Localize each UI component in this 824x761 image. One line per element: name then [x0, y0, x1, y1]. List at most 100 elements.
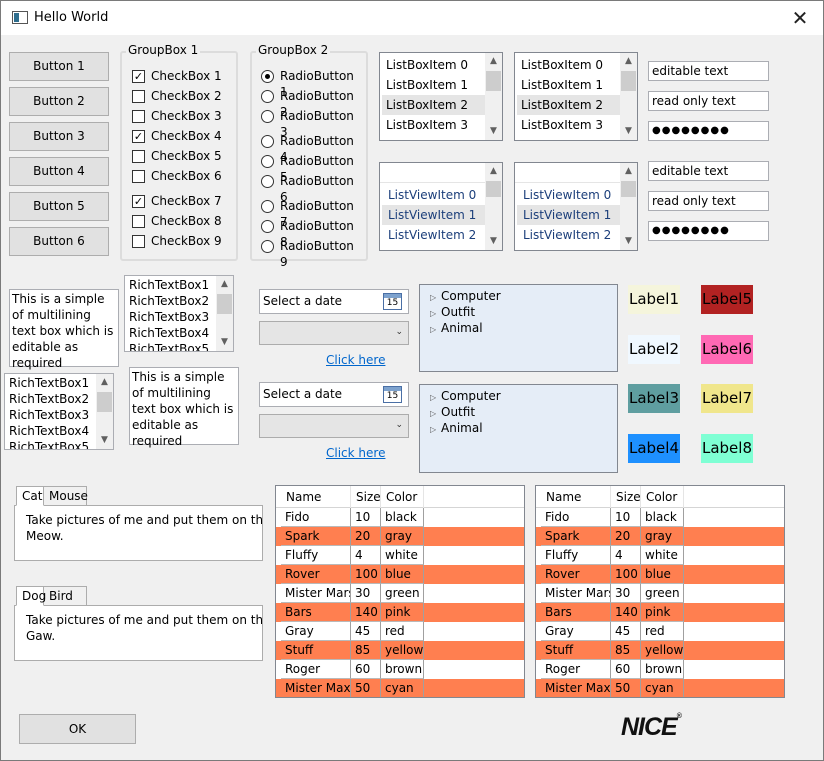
table-cell[interactable]: yellow [381, 641, 424, 660]
chevron-down-icon[interactable]: ⌄ [395, 420, 403, 430]
scroll-up-icon[interactable]: ▲ [490, 56, 497, 66]
chevron-down-icon[interactable]: ⌄ [395, 327, 403, 337]
table-cell[interactable]: red [641, 622, 684, 641]
expand-arrow-icon[interactable]: ▷ [430, 425, 437, 434]
radio-button-7[interactable]: RadioButton 7 [261, 198, 361, 229]
checkbox-box[interactable]: ✓ [132, 130, 145, 143]
table-cell[interactable]: 4 [351, 546, 381, 565]
table-cell[interactable]: 100 [351, 565, 381, 584]
data-grid-1[interactable]: Name Size Color Fido 10 black Spark 20 gray Fluff… [275, 485, 525, 698]
checkbox-box[interactable] [132, 90, 145, 103]
multiline-textbox-2[interactable]: This is a simple of multilining text box… [129, 367, 239, 448]
scroll-down-icon[interactable]: ▼ [101, 435, 108, 445]
listbox-1[interactable]: ListBoxItem 0 ListBoxItem 1 ListBoxItem 2 L… [379, 52, 503, 141]
table-row[interactable]: Mister Mars 30 green [536, 584, 784, 603]
expand-arrow-icon[interactable]: ▷ [430, 393, 437, 402]
table-cell[interactable]: cyan [641, 679, 684, 697]
table-row[interactable]: Fluffy 4 white [276, 546, 524, 565]
checkbox-box[interactable] [132, 235, 145, 248]
checkbox-7[interactable]: ✓ CheckBox 7 [132, 193, 232, 209]
table-cell[interactable]: blue [381, 565, 424, 584]
radio-circle[interactable] [261, 200, 274, 213]
radio-circle[interactable] [261, 175, 274, 188]
table-cell[interactable]: 60 [611, 660, 641, 679]
table-row[interactable]: Rover 100 blue [276, 565, 524, 584]
table-cell[interactable]: Mister Mars [541, 584, 611, 603]
table-cell[interactable]: 50 [611, 679, 641, 697]
button-1[interactable]: Button 1 [9, 52, 109, 81]
table-cell[interactable]: red [381, 622, 424, 641]
table-row[interactable]: Spark 20 gray [536, 527, 784, 546]
tab-bird[interactable]: Bird [43, 586, 87, 606]
calendar-icon[interactable]: 15 [383, 386, 402, 403]
table-cell[interactable]: Mister Max [281, 679, 351, 697]
table-row[interactable]: Bars 140 pink [276, 603, 524, 622]
table-cell[interactable]: gray [641, 527, 684, 546]
table-cell[interactable]: 60 [351, 660, 381, 679]
table-cell[interactable]: 10 [351, 508, 381, 527]
combo-box-1[interactable]: ⌄ [259, 321, 409, 345]
tree-item[interactable]: ▷ Animal [430, 420, 483, 436]
tree-item[interactable]: ▷ Animal [430, 320, 483, 336]
listview-1[interactable]: ListViewItem 0 ListViewItem 1 ListViewItem… [379, 162, 503, 251]
scroll-thumb[interactable] [486, 71, 501, 91]
listview-2[interactable]: ListViewItem 0 ListViewItem 1 ListViewItem… [514, 162, 638, 251]
scroll-thumb[interactable] [621, 181, 636, 197]
table-row[interactable]: Roger 60 brown [276, 660, 524, 679]
expand-arrow-icon[interactable]: ▷ [430, 409, 437, 418]
table-cell[interactable]: black [641, 508, 684, 527]
button-4[interactable]: Button 4 [9, 157, 109, 186]
list-item[interactable]: ListBoxItem 2 [382, 95, 485, 115]
button-5[interactable]: Button 5 [9, 192, 109, 221]
list-item[interactable]: ListBoxItem 2 [517, 95, 620, 115]
radio-circle[interactable] [261, 220, 274, 233]
password-box-2[interactable]: ●●●●●●●● [648, 221, 769, 241]
table-cell[interactable]: Fluffy [281, 546, 351, 565]
checkbox-box[interactable] [132, 170, 145, 183]
table-row[interactable]: Fido 10 black [536, 508, 784, 527]
close-icon[interactable]: ✕ [791, 6, 809, 30]
tree-item[interactable]: ▷ Computer [430, 388, 501, 404]
table-cell[interactable]: green [641, 584, 684, 603]
scroll-up-icon[interactable]: ▲ [625, 166, 632, 176]
column-header-size[interactable]: Size [351, 486, 381, 508]
checkbox-2[interactable]: CheckBox 2 [132, 88, 232, 104]
table-row[interactable]: Mister Max 50 cyan [536, 679, 784, 697]
checkbox-box[interactable]: ✓ [132, 70, 145, 83]
editable-textbox-1[interactable]: editable text [648, 61, 769, 81]
tree-item[interactable]: ▷ Computer [430, 288, 501, 304]
list-item[interactable]: ListBoxItem 0 [521, 58, 604, 72]
table-cell[interactable]: 20 [351, 527, 381, 546]
richtextbox-1[interactable]: RichTextBox1 RichTextBox2 RichTextBox3 Rich… [124, 275, 234, 352]
table-cell[interactable]: 30 [611, 584, 641, 603]
checkbox-box[interactable] [132, 150, 145, 163]
table-cell[interactable]: cyan [381, 679, 424, 697]
radio-button-1[interactable]: RadioButton 1 [261, 68, 361, 99]
scroll-thumb[interactable] [97, 392, 112, 412]
table-row[interactable]: Gray 45 red [536, 622, 784, 641]
readonly-textbox-2[interactable]: read only text [648, 191, 769, 211]
table-cell[interactable]: 85 [351, 641, 381, 660]
table-cell[interactable]: Gray [281, 622, 351, 641]
radio-button-2[interactable]: RadioButton 2 [261, 88, 361, 119]
table-cell[interactable]: green [381, 584, 424, 603]
scroll-down-icon[interactable]: ▼ [625, 126, 632, 136]
vertical-scrollbar[interactable]: ▲ ▼ [216, 276, 233, 351]
multiline-textbox-1[interactable]: This is a simple of multilining text box… [9, 289, 119, 370]
table-row[interactable]: Fido 10 black [276, 508, 524, 527]
vertical-scrollbar[interactable]: ▲ ▼ [485, 53, 502, 140]
table-cell[interactable]: white [641, 546, 684, 565]
checkbox-9[interactable]: CheckBox 9 [132, 233, 232, 249]
column-header-name[interactable]: Name [281, 486, 351, 508]
table-cell[interactable]: Rover [541, 565, 611, 584]
radio-circle[interactable] [261, 240, 274, 253]
checkbox-6[interactable]: CheckBox 6 [132, 168, 232, 184]
richtextbox-2[interactable]: RichTextBox1 RichTextBox2 RichTextBox3 Rich… [4, 373, 114, 450]
readonly-textbox-1[interactable]: read only text [648, 91, 769, 111]
table-cell[interactable]: 140 [351, 603, 381, 622]
table-cell[interactable]: yellow [641, 641, 684, 660]
scroll-down-icon[interactable]: ▼ [221, 337, 228, 347]
table-cell[interactable]: Bars [541, 603, 611, 622]
listview-item[interactable]: ListViewItem 1 [382, 205, 485, 225]
tab-mouse[interactable]: Mouse [43, 486, 88, 506]
